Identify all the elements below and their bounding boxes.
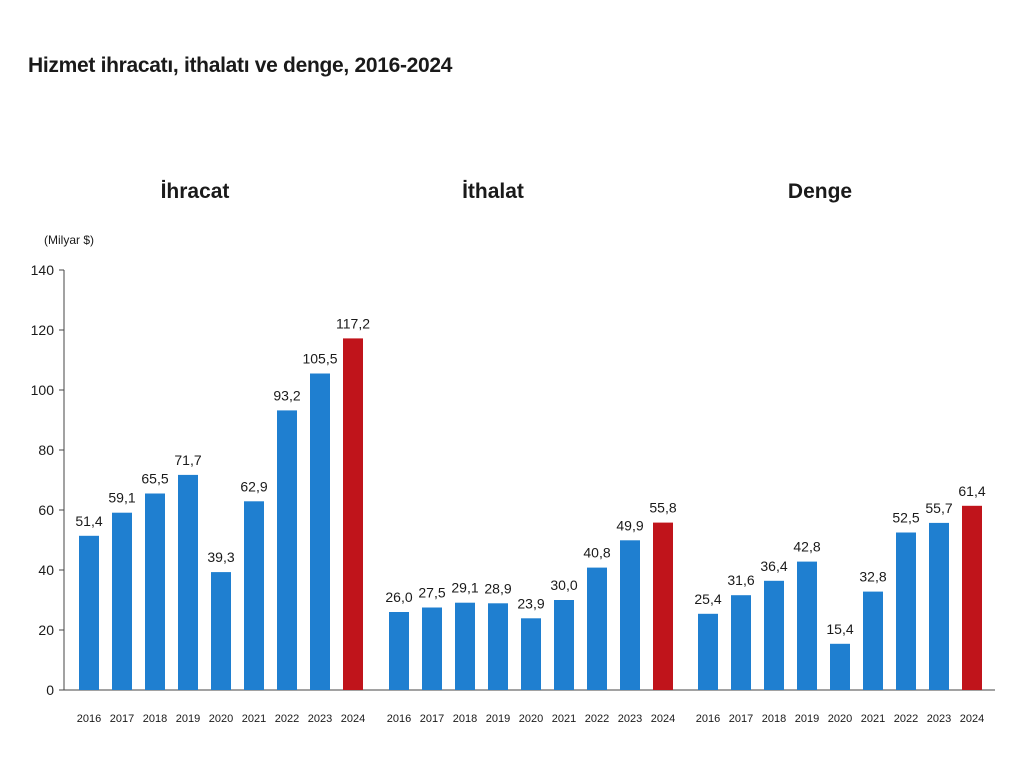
x-tick-label: 2024 [651,713,675,725]
x-tick-label: 2022 [585,713,609,725]
x-tick-label: 2024 [960,713,984,725]
bar-denge-2017 [731,595,751,690]
data-label: 25,4 [694,591,721,607]
data-label: 28,9 [484,580,511,596]
data-label: 23,9 [517,595,544,611]
bar-denge-2018 [764,580,784,690]
x-tick-label: 2019 [176,713,200,725]
data-label: 36,4 [760,558,787,574]
x-tick-label: 2022 [275,713,299,725]
y-tick-label: 60 [38,502,54,518]
x-tick-label: 2018 [453,713,477,725]
bar-ithalat-2022 [587,567,607,690]
bar-ihracat-2021 [244,501,264,690]
data-label: 40,8 [583,545,610,561]
x-tick-label: 2018 [143,713,167,725]
x-tick-label: 2023 [308,713,332,725]
x-tick-label: 2023 [618,713,642,725]
y-tick-label: 0 [46,682,54,698]
bar-ihracat-2024 [343,338,363,690]
bar-ithalat-2018 [455,602,475,690]
x-tick-label: 2017 [110,713,134,725]
data-label: 55,8 [649,500,676,516]
bar-denge-2021 [863,591,883,690]
data-label: 26,0 [385,589,412,605]
data-label: 15,4 [826,621,853,637]
bar-denge-2024 [962,505,982,690]
data-label: 32,8 [859,569,886,585]
data-label: 93,2 [273,387,300,403]
data-label: 39,3 [207,549,234,565]
x-tick-label: 2016 [77,713,101,725]
x-tick-label: 2022 [894,713,918,725]
chart-title: Hizmet ihracatı, ithalatı ve denge, 2016… [28,54,453,77]
x-tick-label: 2020 [209,713,233,725]
y-axis-unit-label: (Milyar $) [44,233,94,247]
data-label: 31,6 [727,572,754,588]
bar-ihracat-2018 [145,493,165,690]
bar-ithalat-2023 [620,540,640,690]
data-label: 42,8 [793,539,820,555]
data-label: 29,1 [451,580,478,596]
bar-ithalat-2020 [521,618,541,690]
y-tick-label: 80 [38,442,54,458]
data-label: 62,9 [240,478,267,494]
panel-title-ihracat: İhracat [161,180,230,203]
bar-ithalat-2019 [488,603,508,690]
data-label: 52,5 [892,510,919,526]
bar-ithalat-2021 [554,600,574,690]
bar-ithalat-2017 [422,607,442,690]
x-tick-label: 2016 [387,713,411,725]
x-tick-label: 2016 [696,713,720,725]
x-tick-label: 2017 [729,713,753,725]
bar-denge-2022 [896,532,916,690]
data-label: 105,5 [302,351,337,367]
bar-ihracat-2017 [112,512,132,690]
y-tick-label: 120 [31,322,55,338]
data-label: 49,9 [616,517,643,533]
bar-ihracat-2016 [79,535,99,690]
x-tick-label: 2021 [552,713,576,725]
x-tick-label: 2021 [861,713,885,725]
data-label: 71,7 [174,452,201,468]
data-label: 61,4 [958,483,985,499]
bar-ithalat-2024 [653,522,673,690]
y-tick-label: 100 [31,382,55,398]
x-tick-label: 2023 [927,713,951,725]
bar-denge-2016 [698,613,718,690]
x-tick-label: 2020 [519,713,543,725]
x-tick-label: 2019 [795,713,819,725]
bar-denge-2020 [830,643,850,690]
bar-ithalat-2016 [389,612,409,690]
data-label: 59,1 [108,490,135,506]
x-tick-label: 2020 [828,713,852,725]
bar-denge-2019 [797,561,817,690]
x-tick-label: 2021 [242,713,266,725]
x-tick-label: 2017 [420,713,444,725]
bar-ihracat-2020 [211,572,231,690]
panel-title-denge: Denge [788,180,852,203]
x-tick-label: 2019 [486,713,510,725]
data-label: 51,4 [75,513,102,529]
bar-ihracat-2023 [310,373,330,690]
data-label: 117,2 [336,315,370,331]
bar-ihracat-2022 [277,410,297,690]
x-tick-label: 2018 [762,713,786,725]
bar-denge-2023 [929,522,949,690]
panel-title-ithalat: İthalat [462,180,524,203]
data-label: 30,0 [550,577,577,593]
data-label: 65,5 [141,471,168,487]
y-tick-label: 20 [38,622,54,638]
y-tick-label: 140 [31,262,55,278]
data-label: 55,7 [925,500,952,516]
y-tick-label: 40 [38,562,54,578]
x-tick-label: 2024 [341,713,365,725]
data-label: 27,5 [418,585,445,601]
bar-ihracat-2019 [178,474,198,690]
